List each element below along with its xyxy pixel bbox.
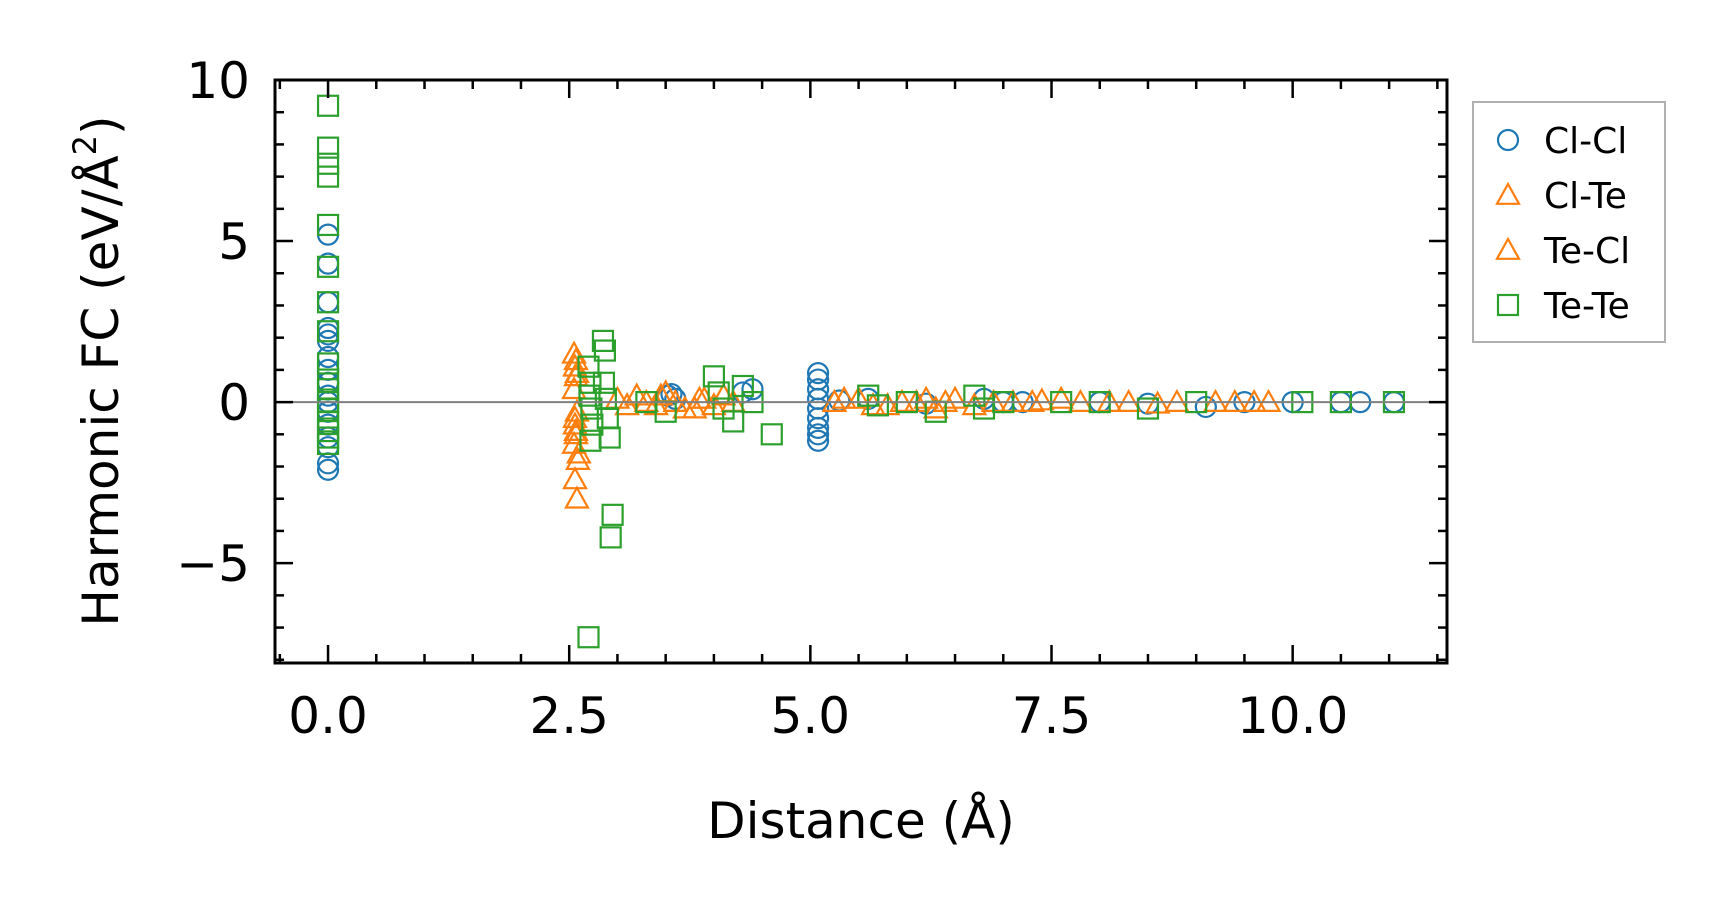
data-point-te-cl	[686, 385, 713, 409]
data-point-te-te	[316, 152, 340, 175]
legend-box	[1472, 101, 1666, 343]
y-axis-title-superscript: 2	[66, 135, 104, 155]
data-point-te-te	[1136, 397, 1160, 420]
series-te-te	[316, 94, 1406, 649]
data-point-cl-te	[821, 388, 848, 412]
legend-label: Cl-Te	[1544, 176, 1627, 217]
y-tick-label: 0	[218, 374, 250, 432]
data-point-te-cl	[614, 392, 640, 416]
data-point-te-te	[316, 320, 340, 343]
data-point-te-te	[577, 626, 600, 649]
legend: Cl-Cl Cl-Te Te-Cl Te-Te	[1472, 101, 1666, 343]
data-point-te-te	[579, 371, 602, 394]
data-point-te-te	[577, 355, 600, 378]
data-point-te-te	[581, 413, 604, 436]
data-point-te-te	[316, 213, 340, 237]
data-point-cl-cl	[316, 458, 340, 481]
data-point-te-te	[601, 503, 624, 526]
y-axis-title-close: )	[72, 115, 130, 135]
data-point-te-te	[702, 365, 725, 388]
data-point-cl-te	[1019, 388, 1046, 412]
data-point-te-cl	[1255, 388, 1282, 412]
data-point-te-cl	[1028, 387, 1055, 411]
data-point-te-te	[760, 423, 783, 446]
y-tick-label: 10	[186, 52, 250, 110]
data-point-te-cl	[563, 346, 589, 371]
data-point-cl-te	[564, 485, 590, 509]
data-point-te-te	[722, 410, 745, 433]
data-point-te-te	[598, 426, 621, 449]
data-point-te-te	[316, 291, 340, 314]
legend-marker-te-te	[1496, 293, 1520, 317]
legend-entry: Te-Te	[1496, 286, 1630, 327]
data-point-te-te	[316, 397, 340, 420]
data-point-te-cl	[1067, 388, 1094, 412]
y-tick-label: −5	[176, 535, 250, 593]
x-tick-label: 7.5	[1012, 687, 1092, 745]
legend-marker-cl-te	[1495, 181, 1521, 205]
data-point-te-cl	[1164, 388, 1190, 412]
data-point-cl-te	[1202, 388, 1229, 412]
legend-label: Te-Cl	[1543, 231, 1630, 272]
data-point-te-cl	[565, 440, 592, 464]
data-point-cl-te	[845, 385, 872, 409]
legend-entry: Cl-Te	[1495, 176, 1627, 217]
legend-entry: Cl-Cl	[1496, 121, 1627, 162]
data-point-cl-te	[561, 340, 587, 364]
legend-marker-cl-cl	[1496, 128, 1520, 152]
data-point-te-cl	[831, 385, 857, 409]
x-tick-label: 10.0	[1237, 687, 1348, 745]
y-tick-label: 5	[218, 213, 250, 271]
data-point-te-te	[316, 136, 340, 159]
x-tick-label: 2.5	[529, 687, 609, 745]
legend-label: Cl-Cl	[1544, 121, 1627, 162]
y-axis-title-base: Harmonic FC (eV/Å	[72, 155, 130, 626]
data-point-cl-cl	[806, 362, 830, 385]
plot-frame	[273, 78, 1449, 665]
data-point-te-cl	[1115, 388, 1142, 412]
data-point-te-te	[599, 526, 622, 549]
y-axis-title: Harmonic FC (eV/Å2)	[66, 115, 130, 626]
data-point-te-cl	[1221, 388, 1248, 412]
data-point-cl-te	[562, 466, 588, 490]
data-point-cl-te	[1048, 385, 1075, 409]
legend-marker-te-cl	[1495, 236, 1521, 260]
data-point-cl-cl	[806, 416, 830, 439]
data-point-cl-te	[1241, 388, 1267, 412]
data-point-cl-cl	[806, 423, 830, 446]
data-point-te-te	[316, 432, 340, 456]
data-point-cl-cl	[806, 407, 830, 430]
legend-label: Te-Te	[1543, 286, 1630, 327]
data-point-cl-te	[562, 353, 588, 377]
x-tick-label: 0.0	[288, 687, 368, 745]
data-point-cl-cl	[806, 429, 830, 452]
data-point-te-te	[592, 371, 616, 394]
data-point-te-te	[316, 352, 340, 375]
axis-tick-labels: 0.0 2.5 5.0 7.5 10.0 −5 0 5 10	[176, 52, 1348, 745]
x-axis-title: Distance (Å)	[707, 792, 1015, 850]
data-point-te-te	[578, 384, 601, 407]
data-point-te-cl	[565, 446, 591, 470]
data-marks	[316, 94, 1406, 649]
data-point-te-te	[316, 165, 340, 188]
data-point-te-te	[593, 339, 616, 362]
legend-entry: Te-Cl	[1495, 231, 1630, 272]
x-tick-label: 5.0	[771, 687, 851, 745]
data-point-te-te	[316, 255, 340, 278]
data-point-te-te	[866, 394, 889, 417]
